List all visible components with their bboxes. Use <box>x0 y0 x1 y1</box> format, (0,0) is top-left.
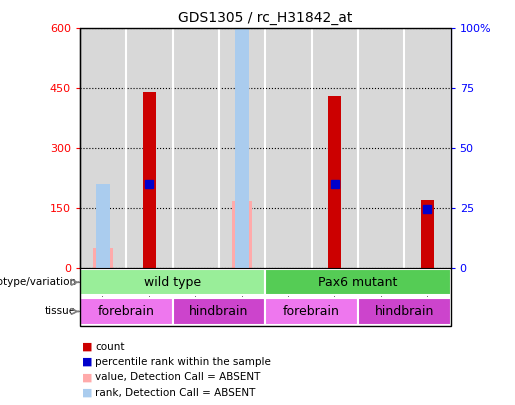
Bar <box>358 298 451 324</box>
Bar <box>328 96 341 268</box>
Text: ■: ■ <box>82 357 93 367</box>
Bar <box>232 201 252 268</box>
Text: forebrain: forebrain <box>98 305 154 318</box>
Bar <box>265 269 451 295</box>
Text: ■: ■ <box>82 388 93 398</box>
Bar <box>96 184 110 268</box>
Bar <box>93 248 113 268</box>
Text: rank, Detection Call = ABSENT: rank, Detection Call = ABSENT <box>95 388 255 398</box>
Text: hindbrain: hindbrain <box>374 305 434 318</box>
Text: value, Detection Call = ABSENT: value, Detection Call = ABSENT <box>95 373 261 382</box>
Title: GDS1305 / rc_H31842_at: GDS1305 / rc_H31842_at <box>178 11 352 25</box>
Bar <box>80 298 173 324</box>
Bar <box>80 269 265 295</box>
Text: genotype/variation: genotype/variation <box>0 277 76 287</box>
Text: hindbrain: hindbrain <box>189 305 249 318</box>
Text: count: count <box>95 342 125 352</box>
Text: ■: ■ <box>82 373 93 382</box>
Text: ■: ■ <box>82 342 93 352</box>
Text: Pax6 mutant: Pax6 mutant <box>318 276 398 289</box>
Bar <box>143 92 156 268</box>
Text: percentile rank within the sample: percentile rank within the sample <box>95 357 271 367</box>
Bar <box>173 298 265 324</box>
Bar <box>265 298 358 324</box>
Bar <box>235 0 249 268</box>
Text: tissue: tissue <box>45 307 76 316</box>
Text: wild type: wild type <box>144 276 201 289</box>
Bar <box>421 200 434 268</box>
Text: forebrain: forebrain <box>283 305 340 318</box>
